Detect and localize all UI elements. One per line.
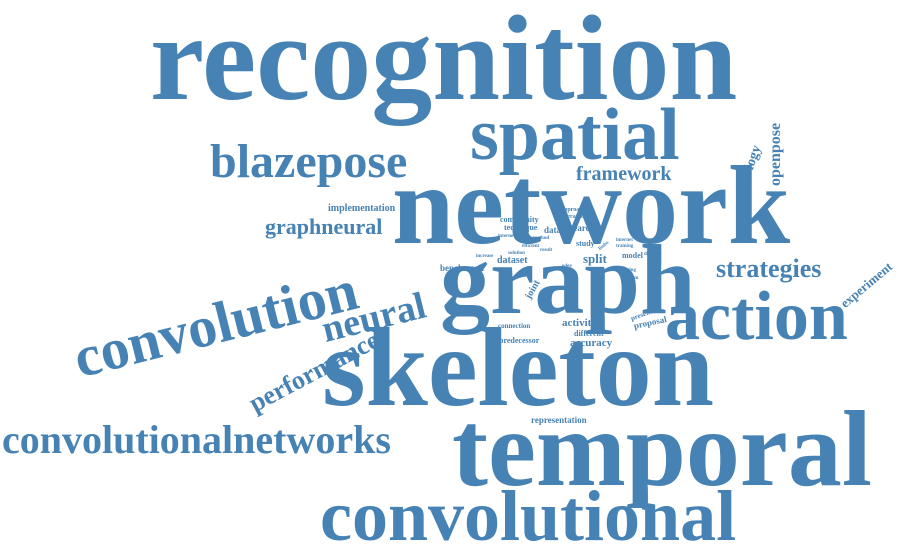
word-recognition: recognition [150,0,738,126]
word-spatial: spatial [470,94,680,176]
word-model: model [622,251,643,260]
word-different: different [574,329,604,338]
word-implementation: implementation [328,203,396,214]
word-increase: increase [476,254,494,259]
word-community: community [500,215,539,224]
word-distance: distance [644,252,662,257]
word-openpose: openpose [767,122,784,186]
word-edge: edge [562,264,572,269]
word-connection: connection [498,322,531,330]
word-dataset: dataset [497,255,528,266]
word-efficient: efficient [522,244,540,249]
word-convolutional: convolutional [320,476,737,551]
word-predecessor: predecessor [499,336,540,345]
word-skeleton: skeleton [322,306,714,430]
word-technique: technique [504,223,538,232]
word-activities: activities [562,317,604,329]
word-split: split [583,251,607,266]
word-system: system [624,276,639,281]
word-accuracy: accuracy [570,337,613,349]
word-graphneural: graphneural [265,214,383,239]
word-study: study [576,239,595,248]
word-convolutionalnetworks: convolutionalnetworks [2,417,391,462]
word-strategies: strategies [716,254,822,283]
word-research: research [562,223,595,233]
word-method: method [533,236,550,241]
word-interest: internet [616,238,633,243]
word-living: living [624,268,636,273]
word-representation: representation [531,415,587,425]
word-action: action [665,278,848,355]
word-graph: graph [440,224,696,335]
word-framework: framework [576,163,672,185]
word-network: network [392,144,791,268]
word-internet: internet [498,234,515,239]
word-result: result [540,248,553,253]
word-approach: approach [561,207,586,213]
word-operation: operation [561,214,586,220]
word-benchmark: benchmark [440,263,485,273]
word-blazepose: blazepose [210,135,408,188]
word-data: data [544,225,562,235]
word-training: training [616,244,634,249]
word-temporal: temporal [452,390,872,509]
word-solution: solution [508,251,525,256]
